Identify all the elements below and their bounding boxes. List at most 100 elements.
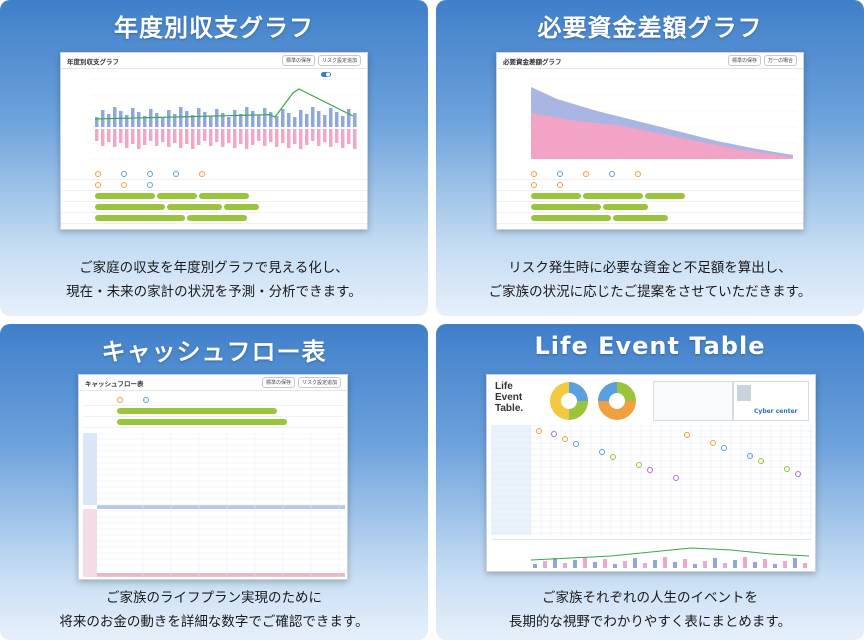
mini-bar: [793, 558, 797, 568]
panel-description: ご家族それぞれの人生のイベントを 長期的な視野でわかりやすく表にまとめます。: [436, 586, 864, 634]
income-bar: [245, 107, 249, 127]
expense-bar: [329, 129, 333, 147]
income-bar: [197, 108, 201, 127]
mini-bar: [733, 560, 737, 568]
expense-bar: [149, 129, 153, 141]
expense-bar: [173, 129, 177, 143]
description-line: ご家族それぞれの人生のイベントを: [542, 590, 758, 606]
expense-bar: [107, 129, 111, 142]
income-bar: [173, 114, 177, 127]
event-marker: [758, 458, 764, 464]
income-bar: [137, 112, 141, 127]
income-bar: [125, 115, 129, 127]
income-bar: [155, 113, 159, 127]
event-marker: [784, 466, 790, 472]
description-line: ご家族の状況に応じたご提案をさせていただきます。: [488, 284, 812, 300]
event-row: [61, 202, 367, 213]
income-bar: [341, 116, 345, 127]
expense-bar: [113, 129, 117, 147]
cash-flow-table-svg: [83, 432, 345, 578]
event-marker: [721, 445, 727, 451]
income-bar: [353, 113, 357, 127]
add-risk-button: リスク設定追加: [297, 377, 341, 388]
balance-chart: [61, 69, 367, 167]
income-bar: [269, 112, 273, 127]
expense-bar: [239, 129, 243, 144]
description-line: ご家族のライフプラン実現のために: [106, 590, 322, 606]
description-line: 将来のお金の動きを詳細な数字でご確認できます。: [59, 614, 369, 630]
event-row: [61, 191, 367, 202]
event-marker: [673, 475, 679, 481]
cash-flow-events: [83, 395, 343, 431]
income-bar: [299, 110, 303, 127]
life-event-logo: Life Event Table.: [495, 381, 523, 414]
income-bar: [311, 107, 315, 127]
income-bar: [191, 115, 195, 127]
life-event-mini-chart: [491, 539, 811, 569]
life-event-screenshot: Life Event Table. Cyber ce: [486, 374, 816, 572]
income-bar: [203, 112, 207, 127]
mini-bar: [773, 564, 777, 568]
event-marker: [647, 467, 653, 473]
mini-bar: [713, 558, 717, 568]
expense-bar: [353, 129, 357, 149]
mini-bar: [673, 562, 677, 568]
expense-bar: [227, 129, 231, 143]
expense-bar: [323, 129, 327, 142]
mini-bar: [583, 557, 587, 568]
expense-bar: [161, 129, 165, 142]
mini-bar: [623, 561, 627, 568]
income-bar: [227, 117, 231, 127]
screenshot-title: キャッシュフロー表: [85, 379, 144, 388]
expense-bar: [131, 129, 135, 144]
event-row: [61, 180, 367, 191]
add-risk-button: リスク設定追加: [317, 55, 361, 66]
save-button: 標準の保存: [281, 55, 315, 66]
expense-bar: [191, 129, 195, 149]
income-bar: [287, 113, 291, 127]
mini-chart-svg: [530, 547, 810, 568]
income-bar: [221, 113, 225, 127]
event-row: [497, 213, 803, 224]
event-marker: [551, 431, 557, 437]
event-marker: [610, 454, 616, 460]
screenshot-title: 必要資金差額グラフ: [503, 57, 562, 66]
expense-bar: [299, 129, 303, 149]
income-bar: [347, 109, 351, 127]
panel-description: リスク発生時に必要な資金と不足額を算出し、 ご家族の状況に応じたご提案をさせてい…: [436, 256, 864, 304]
expense-bar: [167, 129, 171, 147]
mini-bar: [563, 563, 567, 568]
company-name: Cyber center: [754, 408, 798, 415]
expense-bar: [257, 129, 261, 141]
expense-bar: [293, 129, 297, 144]
income-bar: [215, 109, 219, 127]
mini-bar: [763, 559, 767, 568]
mini-bar: [743, 557, 747, 568]
income-bar: [275, 116, 279, 127]
life-event-grid-svg: [491, 424, 813, 535]
income-bar: [107, 114, 111, 127]
expense-bar: [245, 129, 249, 149]
mini-bar: [663, 557, 667, 568]
expense-bar: [197, 129, 201, 145]
mini-bar: [613, 564, 617, 568]
expense-bar: [209, 129, 213, 146]
annual-balance-screenshot: 年度別収支グラフ 標準の保存 リスク設定追加: [60, 52, 368, 230]
panel-description: ご家庭の収支を年度別グラフで見える化し、 現在・未来の家計の状況を予測・分析でき…: [0, 256, 428, 304]
event-marker: [599, 449, 605, 455]
income-bar: [185, 111, 189, 127]
mini-bar: [783, 561, 787, 568]
event-marker: [536, 428, 542, 434]
panel-title: キャッシュフロー表: [101, 338, 327, 366]
screenshot-header: 必要資金差額グラフ 標準の保存 万一の場合: [497, 53, 803, 69]
panel-title: Life Event Table: [534, 332, 766, 360]
income-bar: [119, 111, 123, 127]
event-row: [61, 213, 367, 224]
event-marker: [636, 462, 642, 468]
life-event-grid: [491, 424, 813, 535]
expense-bar: [347, 129, 351, 144]
expense-bar: [143, 129, 147, 145]
mini-bar: [683, 559, 687, 568]
mini-bar: [593, 562, 597, 568]
